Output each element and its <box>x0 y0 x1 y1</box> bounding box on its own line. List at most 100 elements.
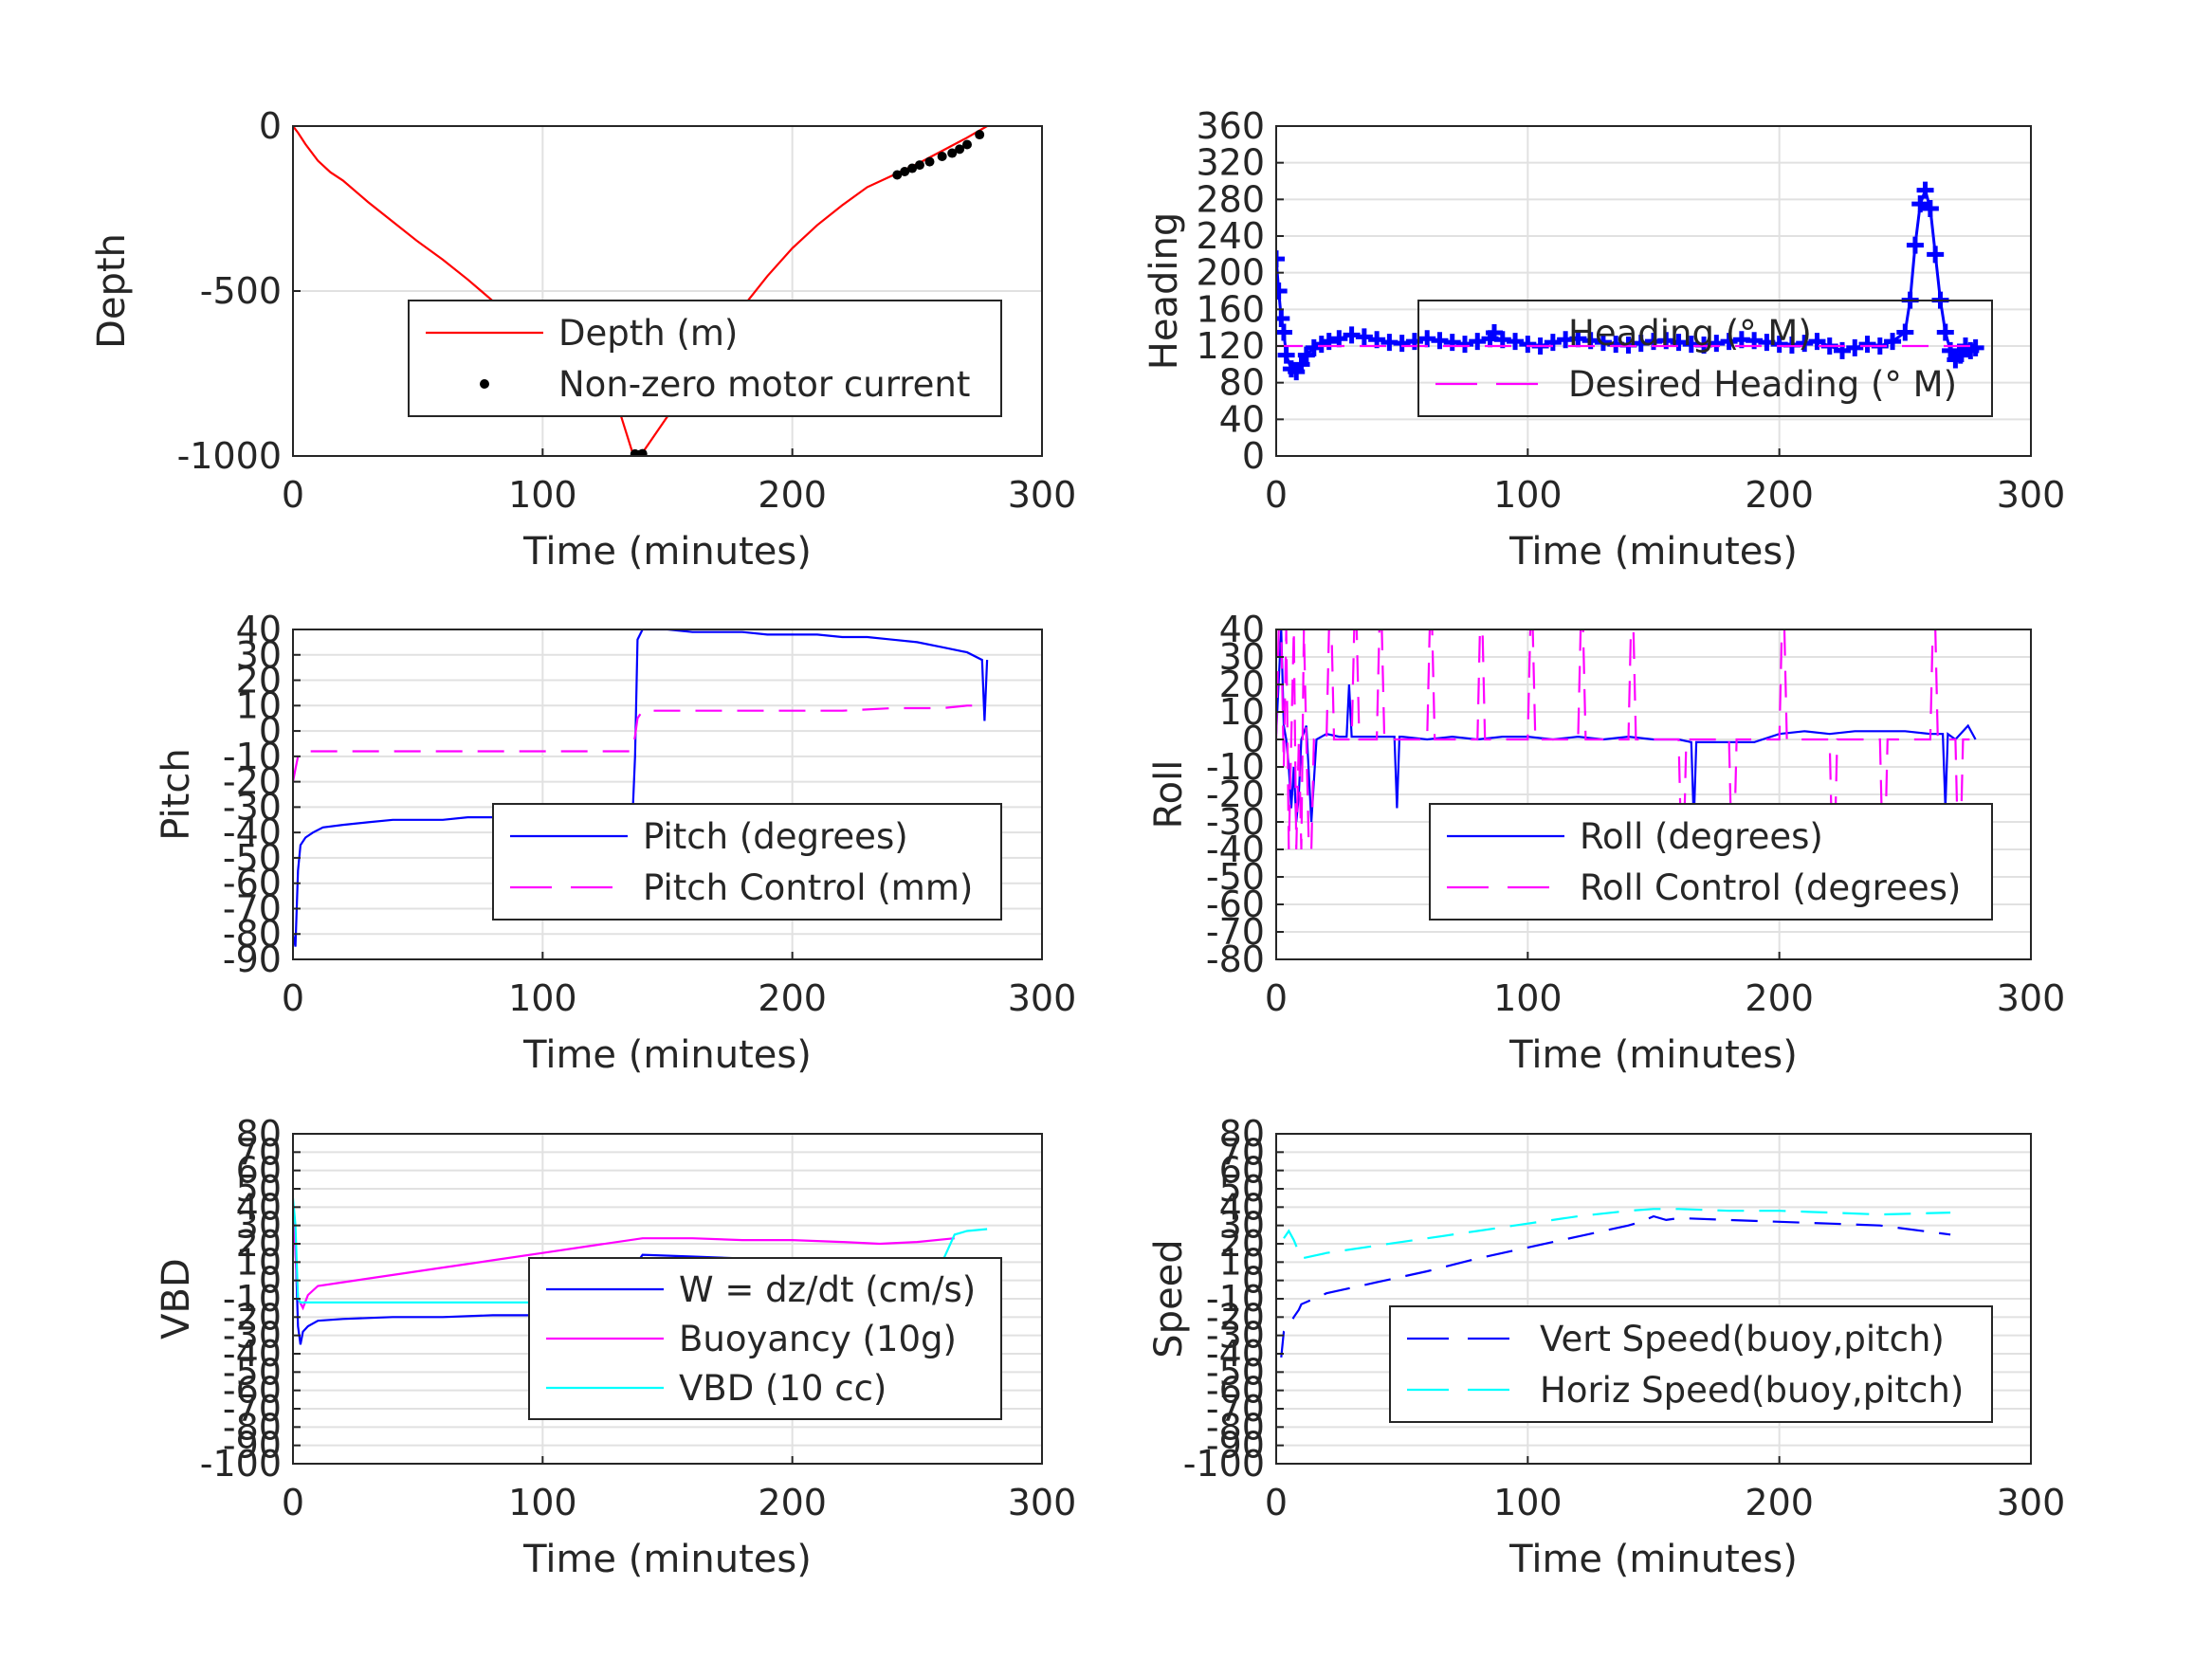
x-tick-label: 200 <box>758 1482 827 1523</box>
y-tick-label: 10 <box>236 684 282 726</box>
y-tick-label: 20 <box>1219 1223 1265 1265</box>
legend-label: W = dz/dt (cm/s) <box>679 1269 976 1310</box>
y-tick-label: 50 <box>236 1168 282 1210</box>
legend-box <box>1429 803 1993 921</box>
y-tick-label: 360 <box>1196 105 1265 147</box>
data-point <box>1276 250 1285 268</box>
y-tick-label: 80 <box>1219 1113 1265 1155</box>
y-tick-label: 80 <box>1219 362 1265 404</box>
legend-label: Horiz Speed(buoy,pitch) <box>1540 1370 1964 1411</box>
legend: Roll (degrees) Roll Control (degrees) <box>1429 803 1993 921</box>
legend-marker <box>480 379 489 389</box>
legend: Pitch (degrees) Pitch Control (mm) <box>492 803 1002 921</box>
y-tick-label: 80 <box>236 1113 282 1155</box>
data-layer <box>1276 629 1977 851</box>
y-tick-label: 70 <box>1219 1131 1265 1173</box>
y-tick-label: -1000 <box>177 435 282 477</box>
x-tick-label: 0 <box>282 1482 304 1523</box>
legend: Vert Speed(buoy,pitch) Horiz Speed(buoy,p… <box>1389 1305 1993 1423</box>
y-axis-label: Depth <box>90 233 134 349</box>
data-point <box>1966 338 1984 356</box>
y-tick-label: -30 <box>223 786 282 828</box>
data-point <box>892 170 903 180</box>
legend-label: Non-zero motor current <box>558 364 970 405</box>
y-tick-label: -40 <box>223 811 282 853</box>
y-tick-label: 320 <box>1196 142 1265 184</box>
y-tick-label: 60 <box>236 1150 282 1192</box>
y-tick-label: -20 <box>1206 774 1265 815</box>
legend-box <box>408 300 1002 417</box>
y-tick-label: -100 <box>1183 1443 1265 1485</box>
x-tick-label: 100 <box>508 977 577 1019</box>
y-tick-label: -70 <box>1206 1388 1265 1430</box>
y-tick-label: -30 <box>1206 1315 1265 1357</box>
x-tick-label: 300 <box>1997 474 2066 516</box>
data-point <box>924 156 935 167</box>
legend: W = dz/dt (cm/s) Buoyancy (10g) VBD (10 cc… <box>528 1257 1002 1420</box>
y-tick-label: -30 <box>223 1315 282 1357</box>
y-tick-label: -50 <box>1206 856 1265 898</box>
y-tick-label: 60 <box>1219 1150 1265 1192</box>
series-2-line <box>293 704 988 782</box>
legend-marker <box>1486 324 1503 341</box>
legend: Depth (m) Non-zero motor current <box>408 300 1002 417</box>
x-axis-label: Time (minutes) <box>1508 530 1798 574</box>
y-tick-label: -70 <box>223 887 282 929</box>
y-tick-label: 40 <box>236 609 282 650</box>
y-tick-label: -20 <box>223 761 282 803</box>
legend-label: VBD (10 cc) <box>679 1368 887 1409</box>
x-axis-label: Time (minutes) <box>1508 1033 1798 1077</box>
chart-panel-1: 0 100 200 300 -1000 -500 0 Time (minutes) Depth D… <box>90 105 1076 574</box>
x-tick-label: 300 <box>1008 474 1077 516</box>
y-tick-label: -50 <box>223 837 282 879</box>
y-axis-label: Heading <box>1143 212 1186 370</box>
y-tick-label: -70 <box>1206 911 1265 953</box>
y-tick-label: 20 <box>1219 664 1265 705</box>
legend-label: Pitch Control (mm) <box>643 867 973 908</box>
y-tick-label: 200 <box>1196 252 1265 294</box>
data-layer <box>293 126 988 456</box>
y-tick-label: -40 <box>1206 829 1265 870</box>
x-tick-label: 100 <box>1493 1482 1563 1523</box>
chart-panel-4: 0 100 200 300-80-70-60-50-40-30-20-10010203… <box>1147 609 2065 1077</box>
y-tick-label: 30 <box>236 1205 282 1247</box>
y-tick-label: 20 <box>236 1223 282 1265</box>
y-tick-label: -90 <box>223 1425 282 1467</box>
x-tick-label: 0 <box>1265 1482 1288 1523</box>
x-tick-label: 100 <box>1493 977 1563 1019</box>
legend-label: Buoyancy (10g) <box>679 1319 957 1359</box>
data-point <box>637 448 648 456</box>
y-tick-label: -10 <box>1206 1278 1265 1320</box>
series-2-markers <box>630 130 985 456</box>
y-tick-label: -60 <box>223 1370 282 1412</box>
y-tick-label: -20 <box>1206 1296 1265 1338</box>
y-tick-label: 160 <box>1196 288 1265 330</box>
series-1-line <box>293 126 988 456</box>
x-tick-label: 100 <box>508 474 577 516</box>
chart-panel-2: 0 100 200 30004080120160200240280320360Time… <box>1143 105 2065 574</box>
y-tick-label: -500 <box>200 270 282 312</box>
data-point <box>900 167 910 177</box>
y-tick-label: 50 <box>1219 1168 1265 1210</box>
y-tick-label: 0 <box>259 105 282 147</box>
x-tick-label: 200 <box>1745 1482 1814 1523</box>
y-tick-label: 30 <box>236 634 282 676</box>
y-tick-label: -80 <box>1206 939 1265 980</box>
data-point <box>937 152 947 162</box>
x-axis-label: Time (minutes) <box>522 1538 812 1581</box>
y-tick-label: 10 <box>1219 1241 1265 1283</box>
y-tick-label: 240 <box>1196 215 1265 257</box>
y-tick-label: 70 <box>236 1131 282 1173</box>
legend-label: Roll (degrees) <box>1580 816 1823 857</box>
y-tick-label: 40 <box>1219 609 1265 650</box>
x-tick-label: 100 <box>508 1482 577 1523</box>
data-layer <box>1276 181 1984 381</box>
series-1-line <box>1280 1214 1951 1358</box>
series-2-line <box>1276 629 1976 851</box>
y-tick-label: 280 <box>1196 178 1265 220</box>
y-tick-label: 0 <box>259 1260 282 1302</box>
chart-panel-5: 0 100 200 300-100-90-80-70-60-50-40-30-20-1… <box>155 1113 1076 1581</box>
series-2-line <box>1283 1208 1951 1260</box>
y-tick-label: -70 <box>223 1388 282 1430</box>
